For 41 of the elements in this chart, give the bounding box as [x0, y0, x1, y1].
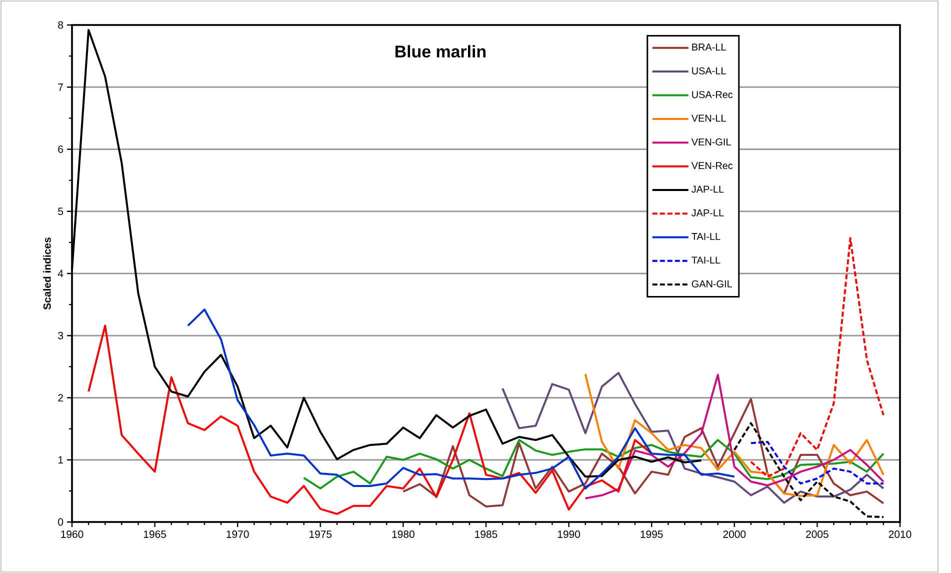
x-tick-label: 1965 [144, 530, 166, 538]
text: Blue marlin [395, 45, 486, 58]
line-series [302, 438, 884, 490]
y-tick-label: 2 [58, 394, 63, 402]
x-tick-label: 2010 [888, 530, 912, 538]
y-tick-label: 5 [58, 208, 64, 216]
line-series [402, 398, 884, 508]
x-tick-label: 1970 [226, 530, 249, 538]
y-tick-label: 3 [58, 332, 64, 340]
x-tick-label: 1980 [392, 530, 414, 538]
legend-label: BRA-LL [692, 44, 726, 51]
y-tick-label: 1 [58, 456, 63, 464]
legend-label: JAP-LL [692, 186, 724, 193]
y-axis-title: Scaled indices [43, 238, 51, 310]
y-tick-label: 4 [58, 270, 64, 278]
line-series [733, 422, 884, 518]
line-series [750, 237, 884, 478]
legend-label: USA-LL [692, 67, 726, 74]
legend-label: JAP-LL [692, 209, 724, 216]
legend-label: TAI-LL [692, 233, 720, 240]
y-tick-label: 0 [58, 518, 64, 526]
y-tick-label: 6 [58, 146, 64, 153]
line-series [750, 440, 884, 484]
y-tick-label: 8 [58, 21, 64, 29]
line-series [502, 372, 884, 504]
line-series [88, 324, 653, 515]
line-series [186, 308, 736, 490]
legend-label: VEN-LL [691, 114, 726, 122]
x-tick-label: 1990 [558, 530, 580, 538]
x-tick-label: 1975 [310, 530, 332, 538]
x-tick-label: 1995 [640, 530, 663, 538]
legend-label: GAN-GIL [692, 280, 732, 288]
legend-label: USA-Rec [692, 91, 733, 98]
legend-label: VEN-GIL [691, 138, 731, 146]
x-tick-label: 2000 [723, 530, 746, 538]
legend-label: VEN-Rec [691, 162, 733, 170]
y-tick-label: 7 [58, 84, 63, 91]
x-tick-label: 1960 [61, 530, 84, 538]
x-tick-label: 2005 [806, 530, 828, 538]
legend-label: TAI-LL [692, 256, 720, 264]
x-tick-label: 1985 [475, 530, 498, 538]
